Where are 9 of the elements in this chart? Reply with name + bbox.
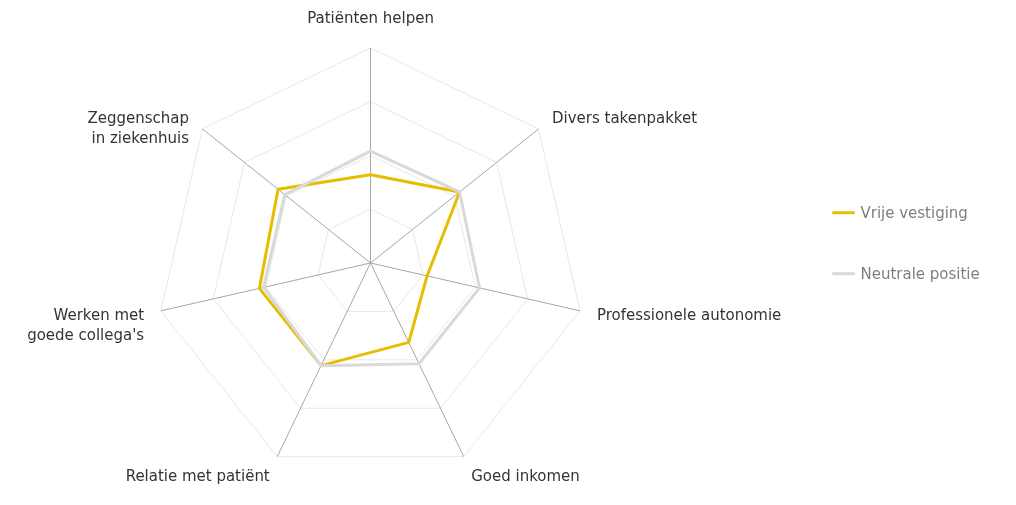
spoke-label: Goed inkomen [471,467,580,486]
spoke-label: Divers takenpakket [552,109,698,128]
spoke-label: Professionele autonomie [596,305,782,324]
legend-label: Neutrale positie [860,264,980,283]
legend-label: Vrije vestiging [860,203,968,222]
spoke-label: Relatie met patiënt [125,467,270,486]
spoke-label: Werken met goede collega's [27,305,145,344]
spoke-label: Zeggenschap in ziekenhuis [87,109,190,148]
spoke-label: Patiënten helpen [307,8,434,27]
